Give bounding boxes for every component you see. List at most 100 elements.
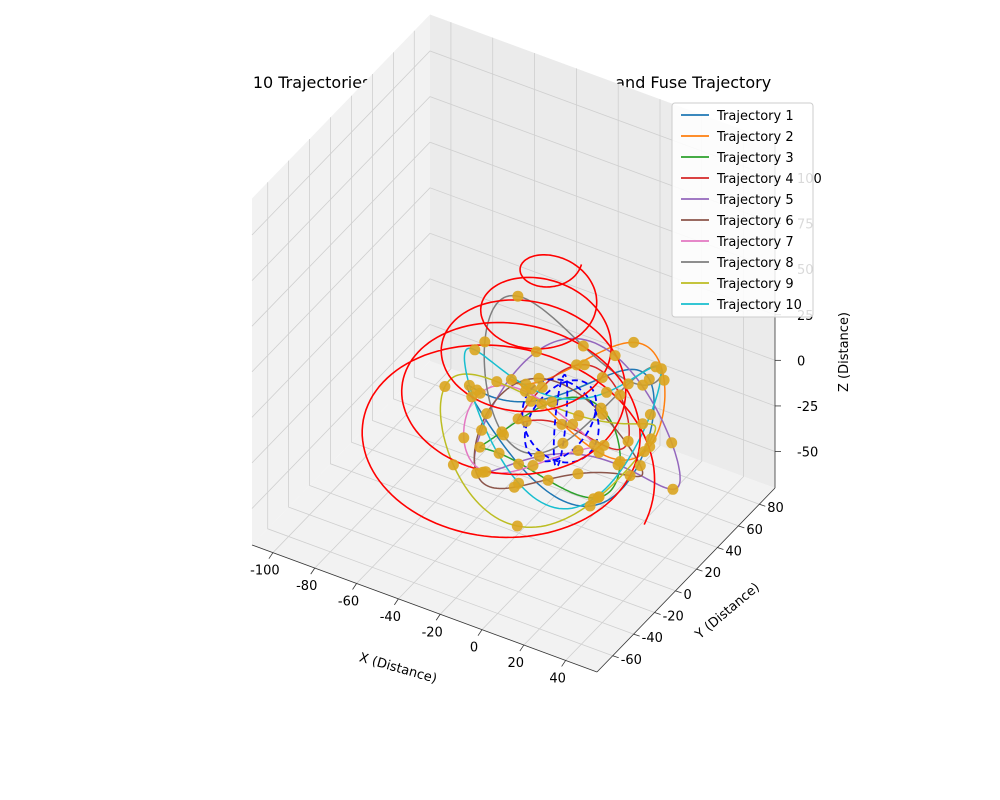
y-tick-mark (675, 590, 682, 594)
legend-label-6: Trajectory 6 (716, 214, 794, 229)
qubit-marker (596, 372, 608, 383)
qubit-marker (520, 415, 532, 427)
x-tick-label: -60 (338, 594, 359, 609)
grid-lines (251, 22, 776, 661)
qubit-marker (471, 467, 483, 479)
qubit-marker (480, 466, 492, 478)
qubit-marker (439, 381, 451, 392)
qubit-marker (667, 483, 679, 495)
qubit-marker (505, 374, 517, 385)
qubit-marker (578, 359, 590, 371)
qubit-marker (589, 439, 600, 451)
qubit-marker (533, 450, 545, 462)
qubit-marker (609, 350, 621, 362)
qubit-marker (556, 418, 568, 430)
y-tick-label: -20 (663, 609, 684, 624)
y-gridline (309, 139, 655, 613)
y-tick-label: -40 (642, 631, 663, 646)
y-tick-mark (633, 633, 640, 637)
qubit-marker (637, 418, 649, 430)
y-tick-label: 40 (725, 545, 742, 560)
y-gridline (392, 52, 739, 527)
y-axis-line (596, 487, 776, 673)
z-tick-label: 0 (797, 354, 805, 369)
y-gridline (288, 160, 634, 635)
x-tick-mark (268, 552, 274, 559)
qubit-marker (628, 336, 640, 348)
y-tick-mark (759, 503, 766, 507)
qubit-marker (512, 290, 524, 302)
legend-label-7: Trajectory 7 (716, 235, 794, 250)
y-gridline (351, 95, 697, 570)
qubit-marker (527, 460, 539, 471)
qubit-marker (598, 439, 610, 451)
x-tick-label: -40 (380, 610, 401, 625)
z-axis-label: Z (Distance) (837, 312, 852, 392)
x-tick-label: 40 (549, 671, 566, 686)
qubit-marker (458, 432, 470, 444)
x-gridline (272, 22, 452, 553)
qubit-marker (567, 418, 579, 430)
x-tick-label: -20 (422, 625, 443, 640)
qubit-marker (447, 459, 459, 471)
qubit-marker (525, 395, 537, 407)
y-gridline (371, 74, 718, 548)
qubit-marker (493, 447, 505, 459)
plot-area (361, 254, 681, 539)
legend-label-10: Trajectory 10 (716, 298, 802, 313)
legend-label-9: Trajectory 9 (716, 277, 794, 292)
qubit-marker (573, 410, 585, 422)
qubit-marker (601, 386, 613, 398)
qubit-marker (546, 396, 558, 408)
qubit-marker (622, 435, 634, 447)
qubit-marker (469, 344, 481, 356)
x-tick-label: -100 (250, 564, 280, 579)
qubit-marker (498, 429, 509, 441)
legend: Trajectory 1 Trajectory 2 Trajectory 3 Traj… (671, 102, 814, 318)
qubit-marker (542, 474, 554, 486)
z-gridline (251, 187, 776, 373)
qubit-marker (658, 374, 670, 386)
z-tick-label: -25 (797, 400, 818, 415)
x-tick-mark (477, 629, 483, 636)
qubit-marker (513, 477, 525, 489)
legend-label-2: Trajectory 2 (716, 130, 794, 145)
qubit-marker (644, 409, 656, 420)
z-gridline (251, 232, 776, 418)
qubit-marker (526, 383, 538, 395)
qubit-marker (597, 408, 609, 420)
qubit-marker (533, 372, 545, 384)
qubit-marker (666, 437, 678, 449)
z-tick-label: -50 (797, 446, 818, 461)
qubit-marker (466, 391, 478, 403)
y-tick-mark (612, 655, 619, 659)
qubit-marker (634, 460, 646, 472)
qubit-marker (513, 458, 525, 470)
x-tick-mark (519, 644, 525, 652)
y-tick-label: 60 (746, 523, 763, 538)
qubit-marker (588, 493, 600, 505)
legend-label-5: Trajectory 5 (716, 193, 794, 208)
qubit-marker (577, 340, 589, 352)
legend-label-3: Trajectory 3 (716, 151, 794, 166)
qubit-marker (536, 381, 548, 393)
fuse-trajectory (361, 254, 656, 539)
y-tick-label: -60 (621, 653, 642, 668)
y-tick-label: 20 (704, 566, 721, 581)
qubit-marker (557, 437, 569, 449)
qubit-marker (463, 379, 475, 391)
x-tick-label: 0 (470, 641, 478, 656)
y-tick-mark (738, 525, 745, 529)
qubit-marker (536, 398, 548, 410)
qubit-marker (530, 346, 542, 358)
qubit-marker (474, 387, 486, 399)
y-tick-mark (696, 568, 703, 572)
legend-label-4: Trajectory 4 (716, 172, 794, 187)
x-tick-mark (310, 567, 316, 575)
x-tick-mark (561, 660, 566, 667)
x-gridline (481, 99, 661, 630)
qubit-marker (614, 389, 626, 401)
qubit-marker (650, 361, 662, 373)
x-tick-mark (352, 583, 357, 590)
